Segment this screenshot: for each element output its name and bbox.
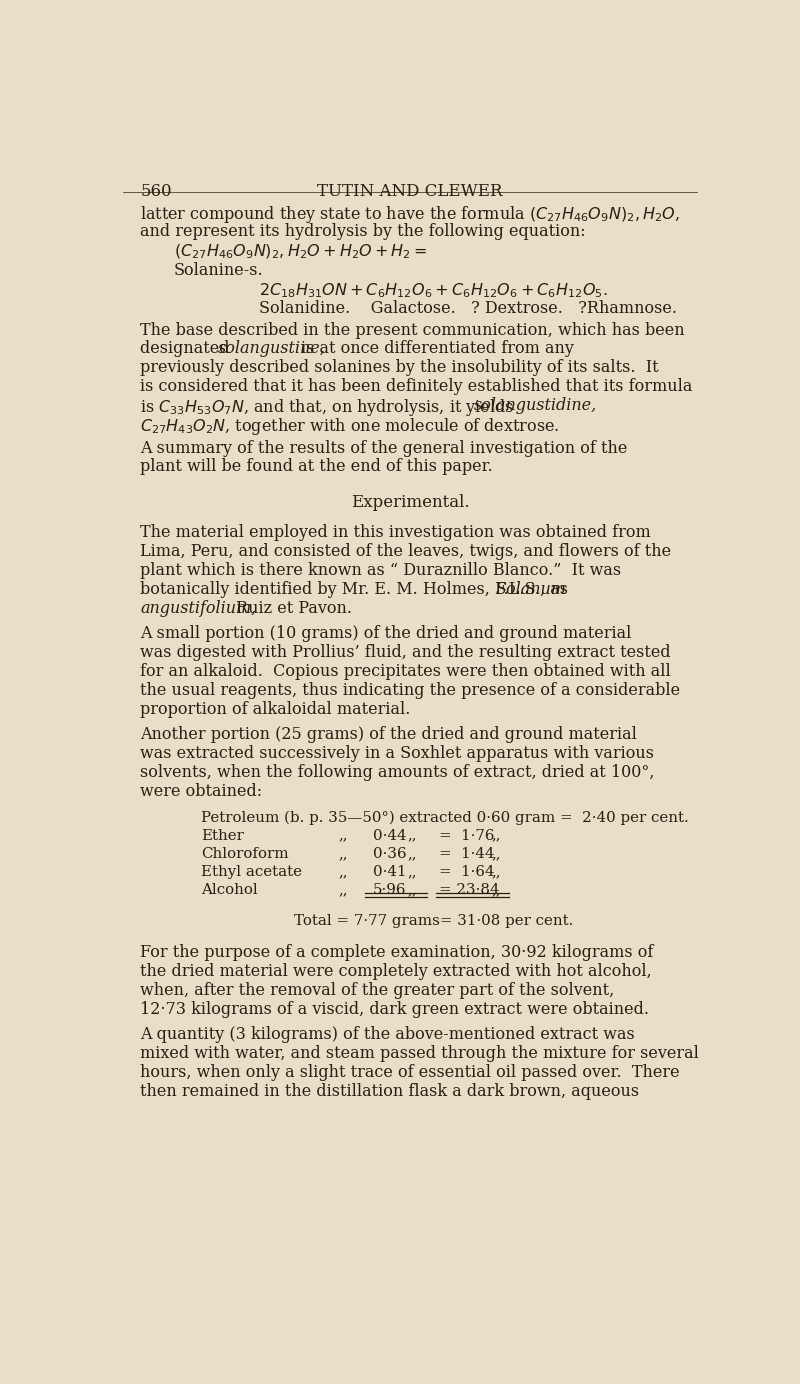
- Text: 0·41: 0·41: [373, 865, 406, 879]
- Text: Total = 7·77 grams= 31·08 per cent.: Total = 7·77 grams= 31·08 per cent.: [294, 913, 573, 927]
- Text: proportion of alkaloidal material.: proportion of alkaloidal material.: [140, 700, 410, 718]
- Text: =  1·44: = 1·44: [439, 847, 495, 861]
- Text: Experimental.: Experimental.: [350, 494, 470, 511]
- Text: hours, when only a slight trace of essential oil passed over.  There: hours, when only a slight trace of essen…: [140, 1064, 680, 1081]
- Text: 0·44: 0·44: [373, 829, 406, 843]
- Text: the dried material were completely extracted with hot alcohol,: the dried material were completely extra…: [140, 963, 652, 980]
- Text: TUTIN AND CLEWER: TUTIN AND CLEWER: [318, 183, 502, 201]
- Text: ,,: ,,: [338, 865, 348, 879]
- Text: Solanidine.    Galactose.   ? Dextrose.   ?Rhamnose.: Solanidine. Galactose. ? Dextrose. ?Rham…: [259, 300, 677, 317]
- Text: when, after the removal of the greater part of the solvent,: when, after the removal of the greater p…: [140, 981, 614, 999]
- Text: was extracted successively in a Soxhlet apparatus with various: was extracted successively in a Soxhlet …: [140, 745, 654, 763]
- Text: ,,: ,,: [408, 883, 417, 897]
- Text: 12·73 kilograms of a viscid, dark green extract were obtained.: 12·73 kilograms of a viscid, dark green …: [140, 1001, 650, 1017]
- Text: = 23·84: = 23·84: [439, 883, 500, 897]
- Text: ,,: ,,: [408, 847, 417, 861]
- Text: $2C_{18}H_{31}ON + C_6H_{12}O_6 + C_6H_{12}O_6 + C_6H_{12}O_5.$: $2C_{18}H_{31}ON + C_6H_{12}O_6 + C_6H_{…: [259, 281, 607, 299]
- Text: solvents, when the following amounts of extract, dried at 100°,: solvents, when the following amounts of …: [140, 764, 654, 781]
- Text: was digested with Prollius’ fluid, and the resulting extract tested: was digested with Prollius’ fluid, and t…: [140, 644, 671, 662]
- Text: $C_{27}H_{43}O_2N$, together with one molecule of dextrose.: $C_{27}H_{43}O_2N$, together with one mo…: [140, 417, 560, 437]
- Text: ,,: ,,: [491, 847, 501, 861]
- Text: solangustine,: solangustine,: [218, 340, 326, 357]
- Text: The material employed in this investigation was obtained from: The material employed in this investigat…: [140, 525, 651, 541]
- Text: Chloroform: Chloroform: [201, 847, 288, 861]
- Text: =  1·64: = 1·64: [439, 865, 495, 879]
- Text: Alcohol: Alcohol: [201, 883, 258, 897]
- Text: botanically identified by Mr. E. M. Holmes, F.L.S., as: botanically identified by Mr. E. M. Holm…: [140, 581, 574, 598]
- Text: A summary of the results of the general investigation of the: A summary of the results of the general …: [140, 440, 628, 457]
- Text: A small portion (10 grams) of the dried and ground material: A small portion (10 grams) of the dried …: [140, 626, 632, 642]
- Text: 0·36: 0·36: [373, 847, 406, 861]
- Text: plant which is there known as “ Duraznillo Blanco.”  It was: plant which is there known as “ Duraznil…: [140, 562, 622, 579]
- Text: angustifolium,: angustifolium,: [140, 599, 257, 617]
- Text: were obtained:: were obtained:: [140, 783, 262, 800]
- Text: 5·96: 5·96: [373, 883, 406, 897]
- Text: the usual reagents, thus indicating the presence of a considerable: the usual reagents, thus indicating the …: [140, 682, 681, 699]
- Text: Ethyl acetate: Ethyl acetate: [201, 865, 302, 879]
- Text: ,,: ,,: [491, 865, 501, 879]
- Text: plant will be found at the end of this paper.: plant will be found at the end of this p…: [140, 458, 493, 475]
- Text: ,,: ,,: [491, 883, 501, 897]
- Text: A quantity (3 kilograms) of the above-mentioned extract was: A quantity (3 kilograms) of the above-me…: [140, 1026, 635, 1044]
- Text: solangustidine,: solangustidine,: [474, 397, 597, 414]
- Text: For the purpose of a complete examination, 30·92 kilograms of: For the purpose of a complete examinatio…: [140, 944, 654, 960]
- Text: Lima, Peru, and consisted of the leaves, twigs, and flowers of the: Lima, Peru, and consisted of the leaves,…: [140, 544, 671, 561]
- Text: mixed with water, and steam passed through the mixture for several: mixed with water, and steam passed throu…: [140, 1045, 699, 1062]
- Text: The base described in the present communication, which has been: The base described in the present commun…: [140, 321, 685, 339]
- Text: Ruiz et Pavon.: Ruiz et Pavon.: [237, 599, 352, 617]
- Text: ,,: ,,: [338, 847, 348, 861]
- Text: Another portion (25 grams) of the dried and ground material: Another portion (25 grams) of the dried …: [140, 727, 637, 743]
- Text: Solanum: Solanum: [495, 581, 566, 598]
- Text: ,,: ,,: [338, 829, 348, 843]
- Text: Solanine-s.: Solanine-s.: [174, 262, 263, 278]
- Text: ,,: ,,: [338, 883, 348, 897]
- Text: latter compound they state to have the formula $(C_{27}H_{46}O_9N)_2,H_2O$,: latter compound they state to have the f…: [140, 203, 680, 224]
- Text: =  1·76: = 1·76: [439, 829, 495, 843]
- Text: is $C_{33}H_{53}O_7N$, and that, on hydrolysis, it yields: is $C_{33}H_{53}O_7N$, and that, on hydr…: [140, 397, 515, 418]
- Text: designated: designated: [140, 340, 235, 357]
- Text: 560: 560: [140, 183, 172, 201]
- Text: is considered that it has been definitely established that its formula: is considered that it has been definitel…: [140, 378, 693, 396]
- Text: Petroleum (b. p. 35—50°) extracted 0·60 gram =  2·40 per cent.: Petroleum (b. p. 35—50°) extracted 0·60 …: [201, 810, 689, 825]
- Text: ,,: ,,: [408, 829, 417, 843]
- Text: previously described solanines by the insolubility of its salts.  It: previously described solanines by the in…: [140, 360, 659, 376]
- Text: ,,: ,,: [491, 829, 501, 843]
- Text: then remained in the distillation flask a dark brown, aqueous: then remained in the distillation flask …: [140, 1082, 639, 1100]
- Text: for an alkaloid.  Copious precipitates were then obtained with all: for an alkaloid. Copious precipitates we…: [140, 663, 671, 680]
- Text: ,,: ,,: [408, 865, 417, 879]
- Text: Ether: Ether: [201, 829, 244, 843]
- Text: is at once differentiated from any: is at once differentiated from any: [301, 340, 574, 357]
- Text: $(C_{27}H_{46}O_9N)_2,H_2O + H_2O + H_2 =$: $(C_{27}H_{46}O_9N)_2,H_2O + H_2O + H_2 …: [174, 244, 427, 262]
- Text: and represent its hydrolysis by the following equation:: and represent its hydrolysis by the foll…: [140, 223, 586, 239]
